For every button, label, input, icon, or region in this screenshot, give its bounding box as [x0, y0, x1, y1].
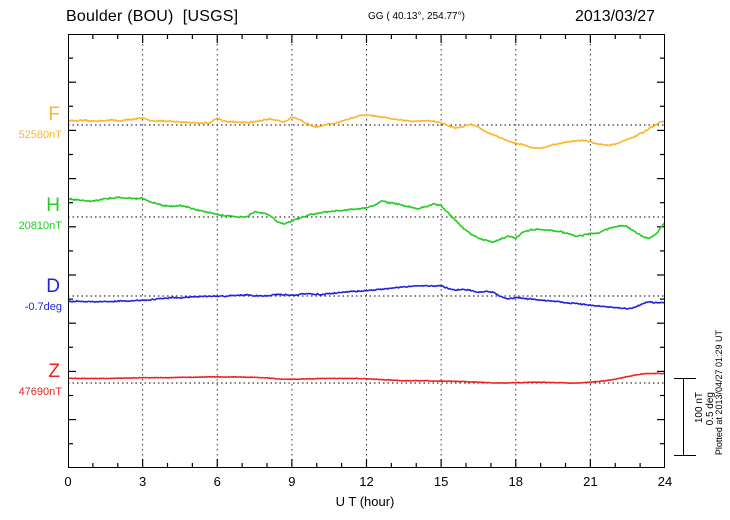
station-title: Boulder (BOU) [USGS]	[66, 8, 239, 25]
component-label-z: Z	[48, 361, 60, 382]
plotted-timestamp: Plotted at 2013/04/27 01:29 UT	[714, 330, 724, 456]
scale-bar-line	[683, 378, 684, 456]
component-value-z: 47690nT	[18, 386, 62, 398]
x-tick-label-9: 9	[288, 474, 296, 489]
component-value-d: -0.7deg	[24, 301, 62, 313]
component-label-d: D	[46, 276, 60, 297]
component-label-h: H	[46, 195, 60, 216]
component-label-f: F	[48, 104, 60, 125]
scale-bar-nt-label: 100 nT	[694, 392, 705, 424]
x-tick-label-3: 3	[139, 474, 147, 489]
observation-date: 2013/03/27	[575, 8, 656, 25]
x-tick-label-21: 21	[583, 474, 598, 489]
component-value-f: 52580nT	[18, 129, 62, 141]
x-axis-title: U T (hour)	[335, 494, 395, 509]
geographic-coordinates: GG ( 40.13°, 254.77°)	[368, 11, 465, 22]
x-tick-label-6: 6	[213, 474, 221, 489]
x-tick-label-18: 18	[508, 474, 523, 489]
scale-bar	[672, 378, 696, 456]
plot-frame	[68, 34, 665, 468]
x-tick-label-12: 12	[359, 474, 374, 489]
scale-bar-cap-top	[674, 378, 696, 379]
x-tick-label-24: 24	[657, 474, 673, 489]
scale-bar-cap-bottom	[674, 455, 696, 456]
x-tick-label-15: 15	[433, 474, 449, 489]
x-tick-label-0: 0	[64, 474, 72, 489]
component-value-h: 20810nT	[18, 220, 62, 232]
